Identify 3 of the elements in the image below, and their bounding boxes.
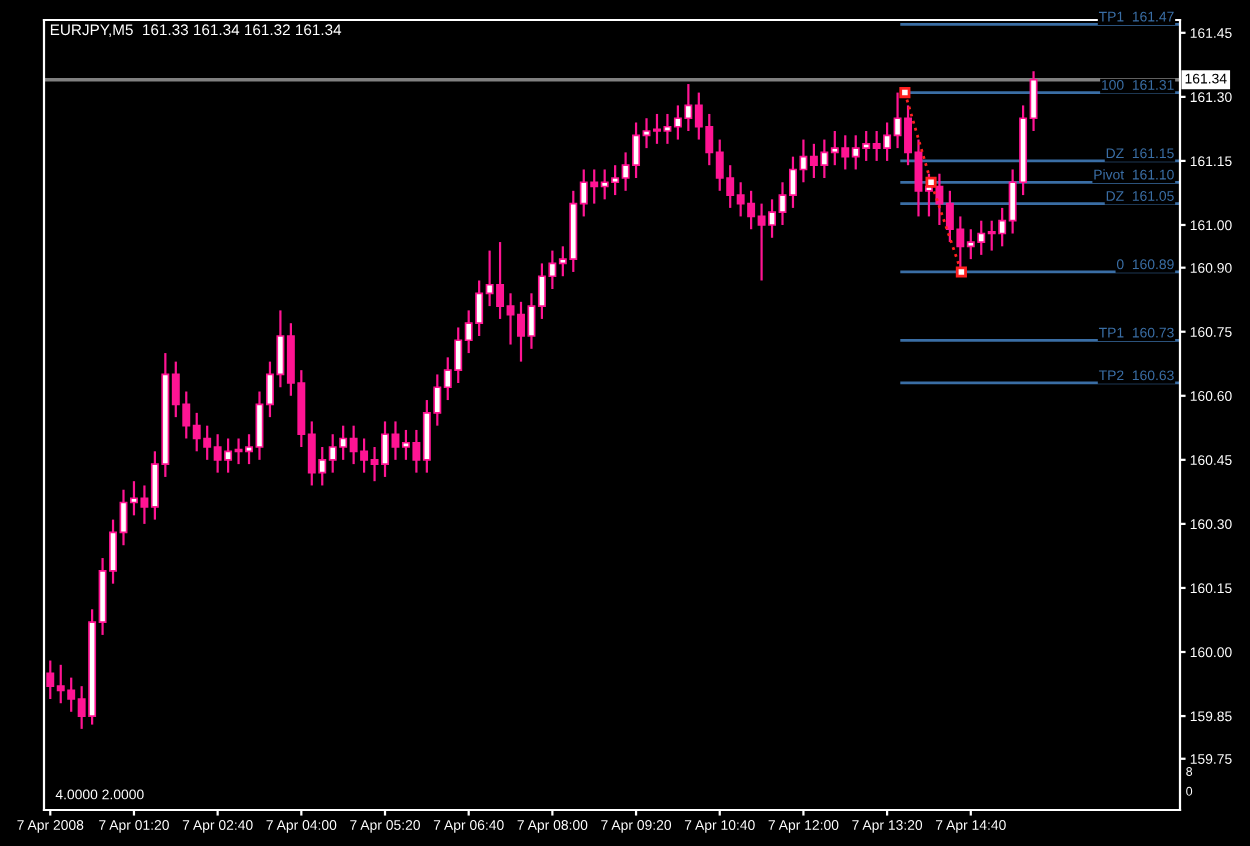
point (899, 87, 911, 99)
point (925, 176, 937, 188)
point (955, 266, 967, 278)
